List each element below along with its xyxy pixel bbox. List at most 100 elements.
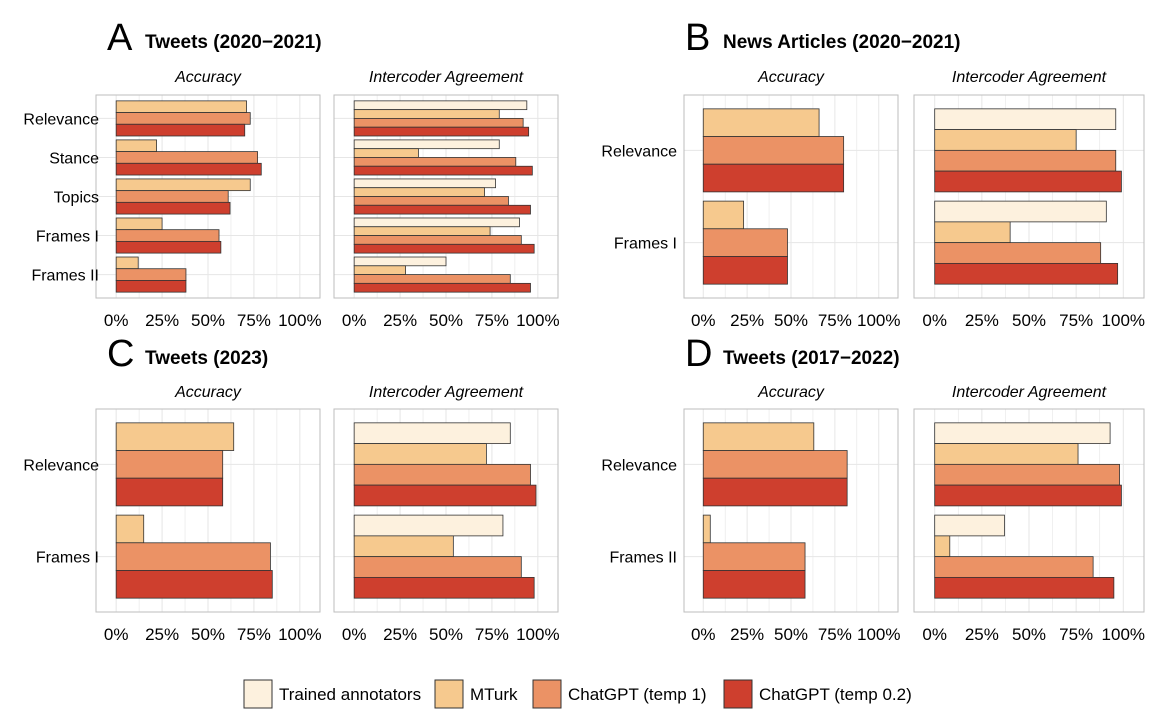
panel-border <box>683 408 899 613</box>
category-label: Relevance <box>601 457 677 474</box>
bar-chatgpt_t02-2 <box>353 204 531 215</box>
bar-chatgpt_t1-1 <box>353 157 517 167</box>
facet-accuracy: 0% 25% 50% 75% 100% <box>683 94 900 330</box>
bar-chatgpt_t02-3 <box>353 243 535 254</box>
x-tick-label: 75% <box>237 625 271 644</box>
category-label: Stance <box>49 150 99 167</box>
x-tick-label: 50% <box>774 311 808 330</box>
bar-mturk-2 <box>115 178 251 192</box>
x-tick-label: 100% <box>516 625 559 644</box>
panel-border <box>333 94 559 299</box>
category-label: Relevance <box>601 143 677 160</box>
panel-border <box>683 94 899 299</box>
bar-mturk-0 <box>702 422 815 451</box>
bar-mturk-0 <box>934 443 1079 465</box>
bar-trained-0 <box>353 100 528 111</box>
bar-chatgpt_t02-0 <box>702 163 845 193</box>
x-tick-label: 100% <box>1102 625 1145 644</box>
bar-chatgpt_t1-1 <box>702 542 806 571</box>
legend-label-mturk: MTurk <box>470 685 518 704</box>
x-tick-label: 0% <box>922 625 947 644</box>
bar-trained-2 <box>353 178 496 189</box>
bar-chatgpt_t1-1 <box>115 542 271 571</box>
x-tick-label: 75% <box>475 311 509 330</box>
bar-chatgpt_t1-1 <box>702 228 788 257</box>
bar-chatgpt_t1-4 <box>115 268 187 281</box>
x-tick-label: 75% <box>1059 311 1093 330</box>
facet-label-accuracy: Accuracy <box>757 384 825 401</box>
facet-label-intercoder: Intercoder Agreement <box>369 384 524 401</box>
panel-letter: D <box>685 333 712 375</box>
x-tick-label: 25% <box>730 625 764 644</box>
x-tick-label: 100% <box>857 625 900 644</box>
x-tick-label: 25% <box>383 311 417 330</box>
facet-label-accuracy: Accuracy <box>174 384 242 401</box>
bar-chatgpt_t1-3 <box>353 235 522 245</box>
bar-chatgpt_t02-0 <box>115 477 224 507</box>
panel-letter: C <box>107 333 134 375</box>
panel-title: Tweets (2017−2022) <box>723 348 900 369</box>
legend: Trained annotators MTurk ChatGPT (temp 1) C… <box>243 679 912 709</box>
x-tick-label: 50% <box>1012 625 1046 644</box>
x-tick-label: 0% <box>691 625 716 644</box>
bar-chatgpt_t02-2 <box>115 201 231 215</box>
bar-chatgpt_t1-3 <box>115 229 220 242</box>
bar-chatgpt_t02-0 <box>353 484 537 507</box>
panel-border <box>913 408 1145 613</box>
legend-swatch-chatgpt_t02 <box>723 679 753 709</box>
panel-border <box>95 408 321 613</box>
x-tick-label: 50% <box>1012 311 1046 330</box>
bar-mturk-4 <box>115 256 139 270</box>
bar-chatgpt_t02-1 <box>934 576 1115 599</box>
x-tick-label: 25% <box>383 625 417 644</box>
facet-intercoder: 0% 25% 50% 75% 100% <box>333 94 560 330</box>
bar-chatgpt_t02-0 <box>934 170 1122 193</box>
bar-chatgpt_t1-1 <box>115 151 258 164</box>
bar-chatgpt_t1-0 <box>115 112 251 125</box>
panel-d: D Tweets (2017−2022) Accuracy Intercoder Ag… <box>601 333 1145 644</box>
x-tick-label: 25% <box>145 311 179 330</box>
bar-trained-1 <box>934 200 1107 223</box>
category-label: Frames II <box>31 268 99 285</box>
bar-trained-0 <box>934 422 1111 445</box>
bar-chatgpt_t02-0 <box>353 126 530 137</box>
bar-chatgpt_t02-4 <box>353 282 531 293</box>
bar-mturk-0 <box>934 129 1077 151</box>
x-tick-label: 75% <box>1059 625 1093 644</box>
bar-mturk-3 <box>115 217 163 231</box>
panel-title: Tweets (2020−2021) <box>145 32 322 53</box>
x-tick-label: 25% <box>145 625 179 644</box>
x-tick-label: 100% <box>516 311 559 330</box>
bar-mturk-0 <box>353 443 487 465</box>
bar-chatgpt_t1-4 <box>353 274 511 284</box>
bar-mturk-4 <box>353 265 406 275</box>
facet-label-accuracy: Accuracy <box>174 69 242 86</box>
x-tick-label: 75% <box>237 311 271 330</box>
facet-intercoder: 0% 25% 50% 75% 100% <box>913 94 1145 330</box>
x-tick-label: 75% <box>818 311 852 330</box>
bar-chatgpt_t02-1 <box>702 570 806 599</box>
facet-intercoder: 0% 25% 50% 75% 100% <box>913 408 1145 644</box>
bar-chatgpt_t02-0 <box>934 484 1122 507</box>
bar-chatgpt_t02-3 <box>115 240 222 254</box>
x-tick-label: 50% <box>774 625 808 644</box>
facet-accuracy: 0% 25% 50% 75% 100% <box>95 94 322 330</box>
facet-label-intercoder: Intercoder Agreement <box>952 69 1107 86</box>
x-tick-label: 25% <box>965 625 999 644</box>
x-tick-label: 0% <box>342 625 367 644</box>
bar-mturk-2 <box>353 187 485 197</box>
panel-b: B News Articles (2020−2021) Accuracy Interc… <box>601 17 1145 330</box>
legend-swatch-trained <box>243 679 273 709</box>
x-tick-label: 0% <box>342 311 367 330</box>
x-tick-label: 100% <box>278 311 321 330</box>
category-label: Relevance <box>23 111 99 128</box>
panel-border <box>913 94 1145 299</box>
legend-label-trained: Trained annotators <box>279 685 421 704</box>
panel-border <box>95 94 321 299</box>
facet-intercoder: 0% 25% 50% 75% 100% <box>333 408 560 644</box>
x-tick-label: 50% <box>429 311 463 330</box>
bar-chatgpt_t02-1 <box>353 576 535 599</box>
x-tick-label: 25% <box>965 311 999 330</box>
bar-mturk-0 <box>353 109 500 119</box>
